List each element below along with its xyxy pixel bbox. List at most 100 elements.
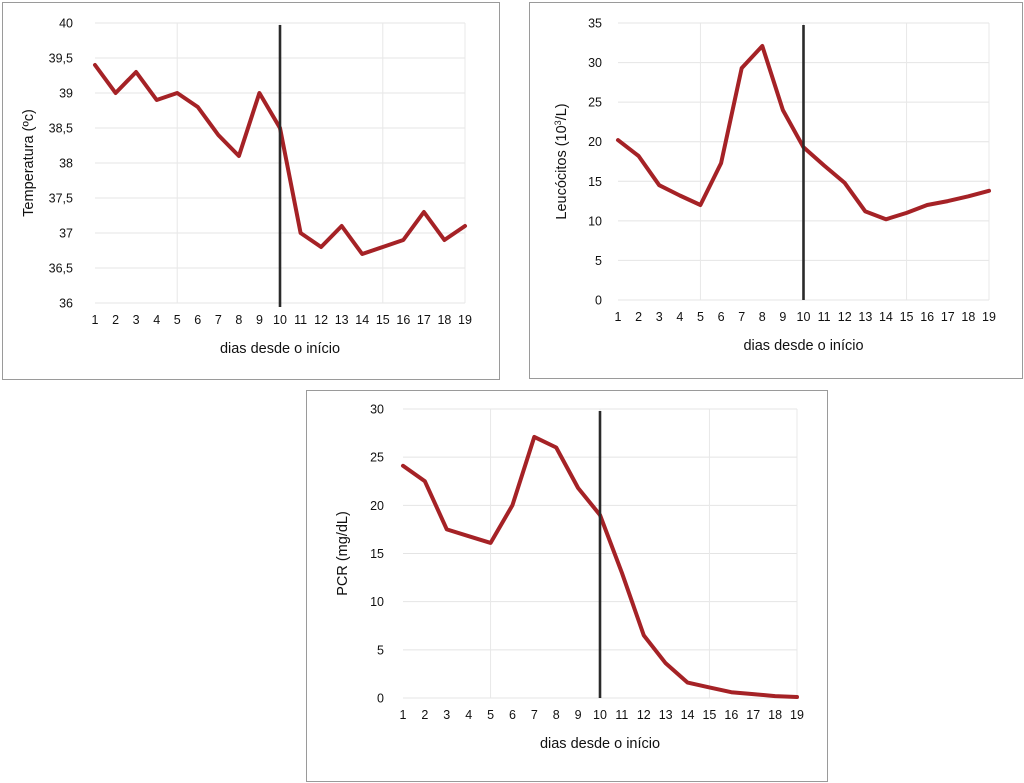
y-tick-label: 38,5	[49, 122, 73, 136]
x-axis-label: dias desde o início	[540, 736, 660, 752]
data-point	[445, 527, 449, 531]
y-tick-label: 0	[377, 692, 384, 706]
x-tick-label: 4	[153, 313, 160, 327]
x-tick-label: 2	[112, 313, 119, 327]
x-tick-label: 17	[746, 708, 760, 722]
y-tick-label: 10	[370, 595, 384, 609]
y-tick-label: 5	[595, 254, 602, 268]
x-tick-label: 5	[697, 310, 704, 324]
leukocytes-chart-panel: 0 5 10 15 20 25 30 35 1 2 3 4 5 6 7 8 9 10 11 12 13 14 15 16 17 1…	[529, 2, 1023, 379]
data-point	[642, 633, 646, 637]
y-tick-label: 38	[59, 157, 73, 171]
data-point	[719, 161, 723, 165]
data-point	[729, 690, 733, 694]
x-tick-label: 6	[194, 313, 201, 327]
x-tick-label: 11	[294, 313, 307, 327]
x-tick-label: 18	[961, 310, 975, 324]
y-axis-label-superscript: 3	[553, 120, 563, 125]
x-tick-label: 15	[702, 708, 716, 722]
x-tick-label: 16	[920, 310, 934, 324]
x-tick-label: 5	[487, 708, 494, 722]
crp-chart-panel: 0 5 10 15 20 25 30 1 2 3 4 5 6 7 8 9 10 11 12 13 14 15 16 17 18 1…	[306, 390, 828, 782]
data-point	[822, 163, 826, 167]
y-tick-label: 0	[595, 294, 602, 308]
data-point	[532, 435, 536, 439]
data-point	[843, 181, 847, 185]
data-point	[576, 486, 580, 490]
y-axis-label: Temperatura (ºc)	[21, 109, 37, 217]
y-axis-label-main: Leucócitos (10	[554, 125, 570, 219]
data-point	[401, 464, 405, 468]
data-point	[781, 108, 785, 112]
data-point	[175, 91, 179, 95]
x-tick-label: 16	[724, 708, 738, 722]
x-tick-label: 17	[941, 310, 955, 324]
y-tick-label: 30	[588, 56, 602, 70]
data-point	[773, 694, 777, 698]
x-tick-label: 11	[818, 310, 831, 324]
data-point	[216, 133, 220, 137]
y-tick-label: 39,5	[49, 52, 73, 66]
x-tick-label: 19	[458, 313, 472, 327]
y-axis-label: PCR (mg/dL)	[335, 511, 351, 596]
y-tick-label: 15	[370, 547, 384, 561]
data-point	[987, 189, 991, 193]
x-tick-label: 19	[982, 310, 996, 324]
data-point	[637, 154, 641, 158]
data-point	[698, 203, 702, 207]
x-tick-label: 14	[355, 313, 369, 327]
y-tick-label: 36	[59, 297, 73, 311]
x-tick-label: 9	[256, 313, 263, 327]
y-tick-label: 36,5	[49, 262, 73, 276]
x-tick-label: 13	[335, 313, 349, 327]
data-point	[620, 571, 624, 575]
data-point	[616, 138, 620, 142]
data-point	[678, 194, 682, 198]
data-point	[554, 446, 558, 450]
data-point	[760, 44, 764, 48]
y-tick-label: 10	[588, 214, 602, 228]
x-tick-label: 12	[838, 310, 852, 324]
y-tick-label: 5	[377, 643, 384, 657]
data-point	[422, 210, 426, 214]
x-tick-label: 8	[235, 313, 242, 327]
x-tick-label: 8	[759, 310, 766, 324]
x-tick-label: 6	[718, 310, 725, 324]
x-tick-label: 16	[396, 313, 410, 327]
y-tick-label: 25	[588, 96, 602, 110]
y-tick-label: 35	[588, 17, 602, 31]
x-tick-label: 7	[531, 708, 538, 722]
data-point	[423, 479, 427, 483]
data-point	[946, 199, 950, 203]
x-tick-label: 14	[681, 708, 695, 722]
y-tick-label: 37	[59, 227, 73, 241]
y-tick-label: 20	[370, 499, 384, 513]
x-tick-label: 17	[417, 313, 431, 327]
data-point	[134, 70, 138, 74]
x-tick-label: 1	[92, 313, 99, 327]
data-point	[905, 211, 909, 215]
data-point	[489, 541, 493, 545]
data-point	[299, 231, 303, 235]
y-tick-label: 20	[588, 135, 602, 149]
data-point	[114, 91, 118, 95]
x-tick-label: 13	[858, 310, 872, 324]
y-tick-label: 25	[370, 451, 384, 465]
x-tick-label: 2	[421, 708, 428, 722]
data-point	[740, 66, 744, 70]
y-tick-label: 40	[59, 17, 73, 31]
x-tick-label: 10	[797, 310, 811, 324]
x-tick-label: 10	[593, 708, 607, 722]
data-point	[657, 183, 661, 187]
data-point	[360, 252, 364, 256]
x-tick-label: 15	[900, 310, 914, 324]
x-tick-label: 13	[659, 708, 673, 722]
data-point	[467, 534, 471, 538]
data-point	[155, 98, 159, 102]
data-point	[93, 63, 97, 67]
x-tick-label: 8	[553, 708, 560, 722]
y-tick-label: 37,5	[49, 192, 73, 206]
